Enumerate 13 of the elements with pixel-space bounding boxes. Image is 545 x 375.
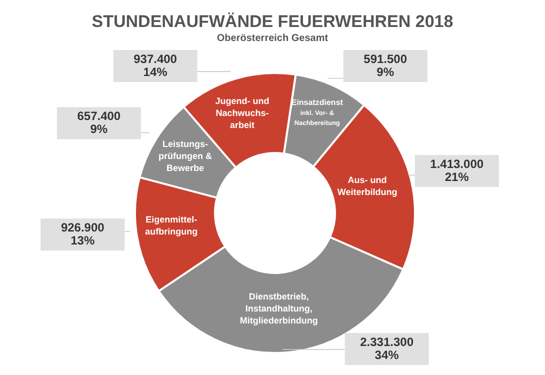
data-label: 657.400 9% [77, 109, 121, 136]
slice-label: Leistungs- prüfungen & Bewerbe [158, 138, 212, 173]
data-label: 937.400 14% [134, 52, 178, 79]
slice-label: Aus- und Weiterbildung [337, 174, 398, 197]
chart-title: STUNDENAUFWÄNDE FEUERWEHREN 2018 [90, 12, 454, 32]
slice-label: Eigenmittel- aufbringung [145, 214, 198, 237]
slice-label: Dienstbetrieb, Instandhaltung, Mitgliederbindung [240, 292, 318, 326]
data-label: 591.500 9% [364, 52, 408, 79]
data-label: 926.900 13% [60, 220, 105, 248]
slice-label: Jugend- und Nachwuchs- arbeit [215, 96, 270, 130]
data-label: 1.413.000 21% [430, 157, 484, 184]
data-label: 2.331.300 34% [360, 335, 414, 362]
chart-subtitle: Oberösterreich Gesamt [216, 33, 330, 44]
